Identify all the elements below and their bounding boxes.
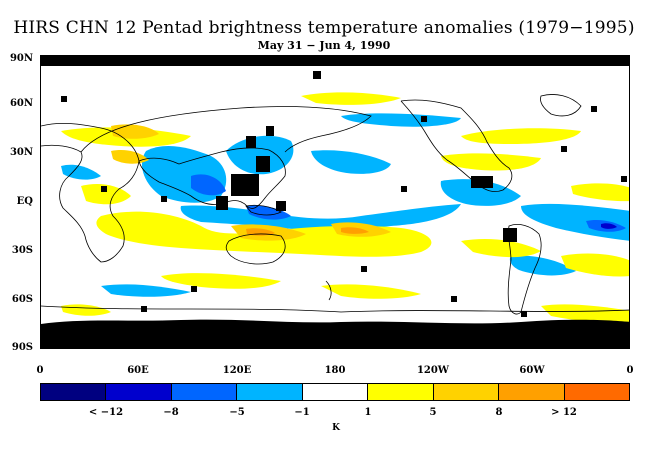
lon-label-60w: 60W — [519, 365, 545, 376]
lon-label-60e: 60E — [127, 365, 149, 376]
colorbar-label: −8 — [163, 407, 179, 418]
lon-label-0: 0 — [36, 365, 44, 376]
strong-cool-anomaly-patches — [191, 174, 626, 232]
colorbar-swatch — [41, 384, 107, 400]
missing-data-regions — [41, 56, 629, 348]
colorbar-label: 1 — [364, 407, 372, 418]
lat-label-90n: 90N — [9, 53, 33, 64]
colorbar-label: 8 — [495, 407, 503, 418]
colorbar-label: −1 — [294, 407, 310, 418]
anomaly-map — [40, 55, 630, 349]
map-subtitle: May 31 − Jun 4, 1990 — [257, 39, 391, 52]
lat-label-eq: EQ — [16, 196, 33, 207]
lon-label-180: 180 — [324, 365, 346, 376]
lat-label-90s: 90S — [11, 342, 33, 353]
lon-label-120e: 120E — [222, 365, 252, 376]
colorbar-swatch — [499, 384, 565, 400]
colorbar-swatch — [237, 384, 303, 400]
colorbar-label: 5 — [429, 407, 437, 418]
colorbar-swatch — [564, 384, 629, 400]
colorbar-swatch — [368, 384, 434, 400]
colorbar — [40, 383, 630, 401]
deepest-cool-anomaly-patches — [601, 223, 617, 229]
colorbar-swatch — [302, 384, 369, 400]
colorbar-swatch — [106, 384, 172, 400]
lat-label-30s: 30S — [11, 245, 33, 256]
lon-label-120w: 120W — [416, 365, 450, 376]
lon-label-0-east: 0 — [626, 365, 634, 376]
anomaly-map-svg — [41, 56, 629, 348]
colorbar-label: > 12 — [551, 407, 577, 418]
colorbar-swatch — [171, 384, 238, 400]
lat-label-60n: 60N — [9, 98, 33, 109]
colorbar-unit: K — [332, 423, 340, 433]
colorbar-swatch — [433, 384, 500, 400]
map-title: HIRS CHN 12 Pentad brightness temperatur… — [13, 18, 635, 38]
lat-label-30n: 30N — [9, 147, 33, 158]
cool-anomaly-patches — [61, 113, 629, 297]
colorbar-label: < −12 — [88, 407, 124, 418]
lat-label-60s: 60S — [11, 294, 33, 305]
colorbar-label: −5 — [229, 407, 245, 418]
coastlines — [41, 94, 629, 315]
